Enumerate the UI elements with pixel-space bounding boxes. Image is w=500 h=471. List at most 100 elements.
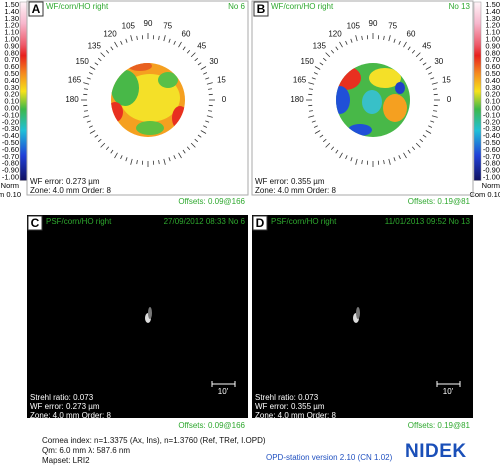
ring-tick	[393, 157, 396, 162]
angle-label: 45	[197, 41, 206, 50]
panel-letter: C	[31, 216, 40, 230]
ring-tick	[425, 130, 432, 134]
ring-tick	[89, 66, 96, 70]
angle-label: 120	[328, 29, 342, 38]
ring-tick	[173, 155, 176, 160]
ring-tick	[197, 62, 202, 66]
scale-label: 0.20	[485, 90, 500, 99]
ring-tick	[308, 115, 315, 118]
ring-tick	[415, 142, 421, 148]
ring-tick	[168, 38, 171, 43]
color-bar	[473, 1, 482, 181]
ring-tick	[130, 35, 133, 42]
scale-bar-label: 10'	[218, 387, 229, 396]
ring-tick	[415, 52, 421, 58]
ring-tick	[319, 62, 324, 66]
angle-label: 0	[447, 95, 452, 104]
ring-tick	[194, 138, 199, 143]
ring-tick	[330, 49, 335, 54]
ring-tick	[398, 155, 401, 160]
panel-info: WF error: 0.273 µm	[30, 402, 100, 411]
ring-tick	[355, 158, 358, 165]
brand: NIDEK	[405, 441, 467, 462]
scale-label: 0.60	[485, 62, 500, 71]
angle-label: 15	[442, 75, 451, 84]
scale-label: 1.10	[4, 28, 19, 37]
ring-tick	[182, 46, 186, 51]
ring-tick	[322, 57, 327, 62]
ring-tick	[120, 155, 123, 160]
angle-label: 90	[369, 19, 378, 28]
scale-label: -0.70	[483, 152, 500, 161]
footer-line: Qm: 6.0 mm λ: 587.6 nm	[42, 446, 130, 455]
scale-label: -0.60	[483, 145, 500, 154]
version: OPD-station version 2.10 (CN 1.02)	[266, 453, 393, 462]
ring-tick	[125, 38, 128, 43]
angle-label: 75	[388, 22, 397, 31]
ring-tick	[190, 52, 196, 58]
ring-tick	[89, 130, 96, 134]
scale-label: 0.90	[4, 41, 19, 50]
ring-tick	[361, 35, 363, 40]
ring-tick	[83, 110, 88, 112]
ring-tick	[339, 41, 343, 48]
scale-label: 1.10	[485, 28, 500, 37]
panel-info: WF error: 0.355 µm	[255, 177, 325, 186]
ring-tick	[314, 130, 321, 134]
ring-tick	[335, 149, 339, 154]
angle-label: 75	[163, 22, 172, 31]
angle-label: 150	[301, 57, 315, 66]
ring-tick	[120, 40, 123, 45]
angle-label: 15	[217, 75, 226, 84]
scale-label: -0.80	[483, 159, 500, 168]
scale-label: -0.30	[2, 124, 19, 133]
ring-tick	[86, 77, 91, 80]
scale-label: 0.30	[485, 83, 500, 92]
wavefront-map	[336, 63, 410, 137]
ring-tick	[313, 125, 318, 128]
panel-letter: A	[32, 2, 41, 16]
ring-tick	[419, 57, 424, 62]
ring-tick	[105, 49, 110, 54]
scale-label: 1.50	[485, 0, 500, 9]
footer-line: Mapset: LRI2	[42, 456, 90, 465]
ring-tick	[330, 146, 335, 151]
scale-label: 0.30	[4, 83, 19, 92]
ring-tick	[422, 134, 427, 138]
ring-tick	[178, 41, 182, 48]
panel-letter-box	[253, 1, 269, 17]
ring-tick	[322, 138, 327, 143]
scale-label: -0.60	[2, 145, 19, 154]
angle-label: 60	[407, 29, 416, 38]
ring-tick	[345, 155, 348, 160]
scale-label: 1.20	[4, 21, 19, 30]
scale-label: 1.40	[485, 7, 500, 16]
ring-tick	[200, 130, 207, 134]
ring-tick	[110, 46, 114, 51]
panel-title: PSF/corn/HO right	[46, 217, 112, 226]
ring-tick	[325, 52, 331, 58]
scale-label: 1.00	[485, 34, 500, 43]
wavefront-map	[111, 63, 185, 137]
ring-tick	[178, 152, 182, 159]
panel-letter: B	[257, 2, 266, 16]
panel-offsets: Offsets: 0.09@166	[178, 421, 245, 430]
angle-label: 105	[122, 22, 136, 31]
scale-norm: Norm	[1, 181, 19, 190]
ring-tick	[88, 72, 93, 75]
scale-label: -1.00	[483, 172, 500, 181]
ring-tick	[130, 158, 133, 165]
ring-tick	[105, 146, 110, 151]
scale-label: 0.00	[4, 103, 19, 112]
ring-tick	[94, 62, 99, 66]
ring-tick	[355, 35, 358, 42]
ring-tick	[194, 57, 199, 62]
ring-tick	[136, 160, 138, 165]
angle-label: 180	[65, 95, 79, 104]
scale-label: 0.20	[4, 90, 19, 99]
ring-tick	[319, 134, 324, 138]
scale-label: 0.50	[485, 69, 500, 78]
ring-tick	[158, 35, 160, 40]
ring-tick	[311, 120, 316, 123]
angle-label: 165	[68, 75, 82, 84]
